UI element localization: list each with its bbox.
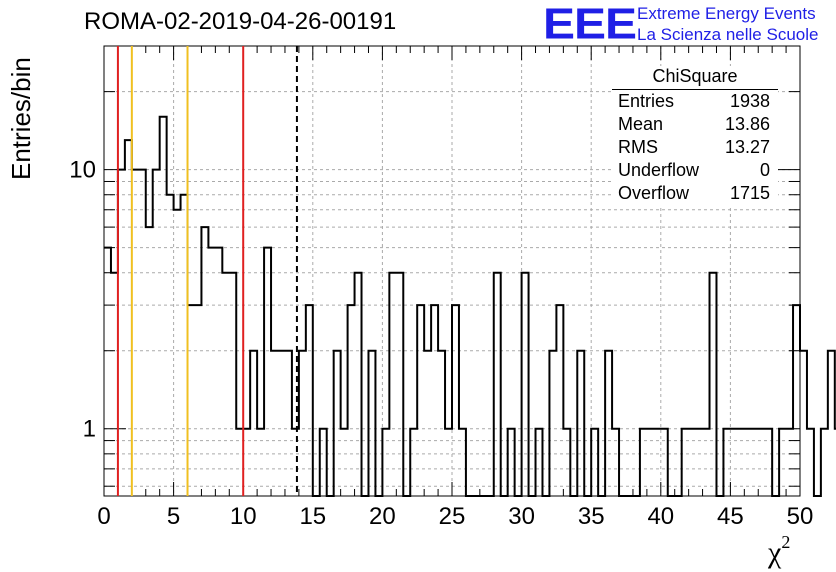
x-tick-label: 25 <box>439 503 466 530</box>
stats-row: Overflow 1715 <box>612 182 778 205</box>
x-tick-label: 40 <box>647 503 674 530</box>
y-tick-label: 10 <box>69 157 96 184</box>
stats-row: Mean 13.86 <box>612 113 778 136</box>
x-tick-label: 5 <box>167 503 180 530</box>
stats-label: Mean <box>618 114 664 134</box>
x-tick-label: 30 <box>508 503 535 530</box>
stats-label: Overflow <box>618 183 690 203</box>
histogram-outline <box>104 115 836 497</box>
x-tick-label: 45 <box>717 503 744 530</box>
eee-logo-line2: La Scienza nelle Scuole <box>637 25 819 44</box>
x-tick-label: 10 <box>230 503 257 530</box>
x-tick-label: 20 <box>369 503 396 530</box>
stats-row: Underflow 0 <box>612 159 778 182</box>
stats-label: Entries <box>618 91 675 111</box>
x-tick-label: 50 <box>787 503 814 530</box>
stats-value: 1938 <box>729 91 770 111</box>
chart-title: ROMA-02-2019-04-26-00191 <box>84 8 397 35</box>
stats-row: Entries 1938 <box>612 90 778 113</box>
eee-logo-line1: Extreme Energy Events <box>637 4 816 23</box>
x-tick-label: 15 <box>299 503 326 530</box>
y-axis-label: Entries/bin <box>6 57 36 180</box>
stats-value: 13.86 <box>724 114 770 134</box>
x-tick-label: 35 <box>578 503 605 530</box>
stats-label: Underflow <box>618 160 700 180</box>
eee-logo-mark: EEE <box>543 0 637 49</box>
stats-title: ChiSquare <box>612 66 778 90</box>
stats-value: 13.27 <box>724 137 770 157</box>
x-axis-label: χ2 <box>768 532 791 569</box>
stats-box: ChiSquare Entries 1938 Mean 13.86 RMS 13… <box>612 66 778 205</box>
stats-row: RMS 13.27 <box>612 136 778 159</box>
stats-value: 0 <box>759 160 770 180</box>
stats-label: RMS <box>618 137 658 157</box>
y-tick-label: 1 <box>83 416 96 443</box>
stats-value: 1715 <box>729 183 770 203</box>
x-tick-label: 0 <box>97 503 110 530</box>
